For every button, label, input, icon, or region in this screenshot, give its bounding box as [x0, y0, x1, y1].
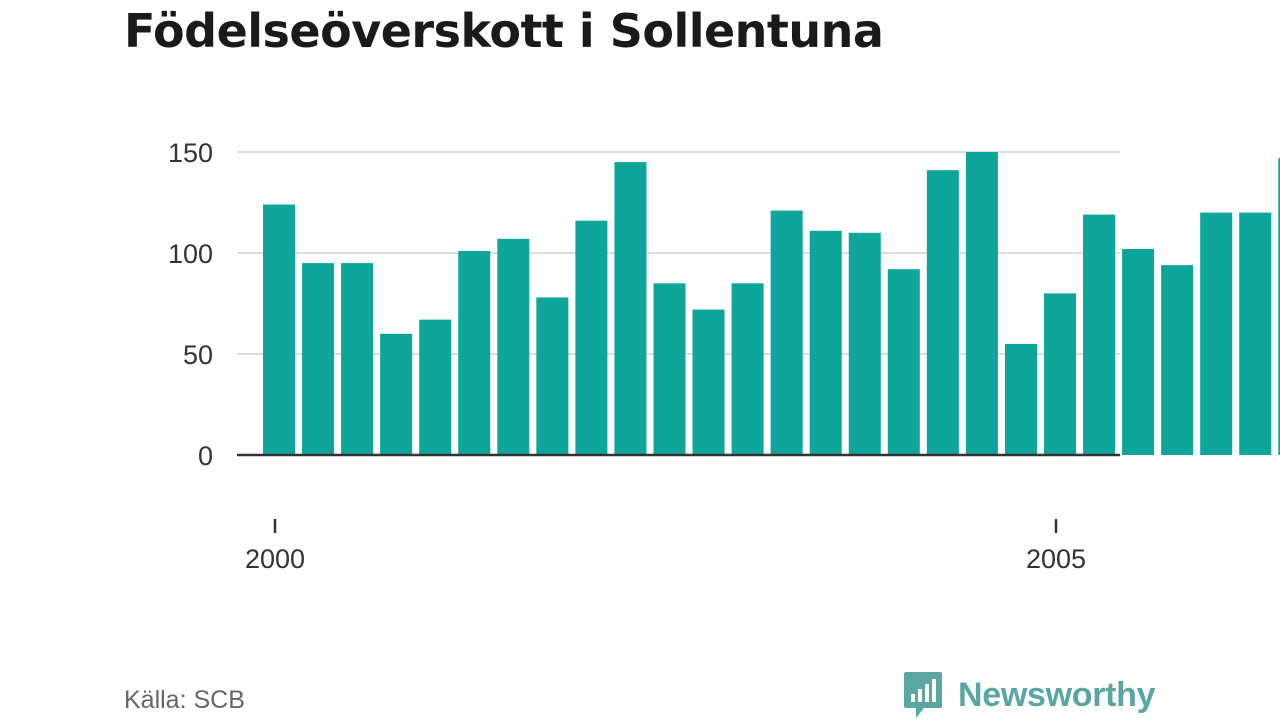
axes: 050100150200020052010201520202025 [168, 138, 1120, 574]
bar [262, 204, 296, 455]
bar [341, 263, 374, 455]
bar [1083, 214, 1116, 455]
y-tick-label: 100 [168, 239, 213, 269]
newsworthy-logo-icon [904, 672, 942, 718]
x-tick-label: 2005 [1026, 544, 1086, 574]
brand-logo[interactable]: Newsworthy [902, 670, 1156, 720]
bar [926, 170, 959, 455]
bar [419, 319, 452, 455]
source-label: Källa: SCB [124, 686, 245, 714]
bar [965, 152, 998, 455]
bar [1278, 158, 1280, 455]
bar [614, 162, 647, 455]
bar [302, 263, 335, 455]
bar [770, 210, 803, 455]
bar [692, 309, 725, 455]
bar [887, 269, 920, 455]
y-tick-label: 0 [198, 441, 213, 471]
y-tick-label: 150 [168, 138, 213, 168]
bar [1004, 343, 1037, 455]
bars [262, 152, 1280, 455]
y-tick-label: 50 [183, 340, 213, 370]
bar [653, 283, 686, 455]
bar [458, 250, 491, 455]
bar [809, 230, 842, 455]
chart-title: Födelseöverskott i Sollentuna [124, 4, 884, 58]
bar [536, 297, 569, 455]
bar [1122, 248, 1155, 455]
bar [1161, 265, 1194, 455]
x-tick-label: 2000 [245, 544, 305, 574]
bar [731, 283, 764, 455]
bar [1239, 212, 1272, 455]
bar [380, 333, 413, 455]
bar [497, 238, 530, 455]
brand-name: Newsworthy [958, 675, 1156, 714]
bar [848, 232, 881, 455]
bar [1200, 212, 1233, 455]
bar [1043, 293, 1077, 455]
bar [575, 220, 608, 455]
